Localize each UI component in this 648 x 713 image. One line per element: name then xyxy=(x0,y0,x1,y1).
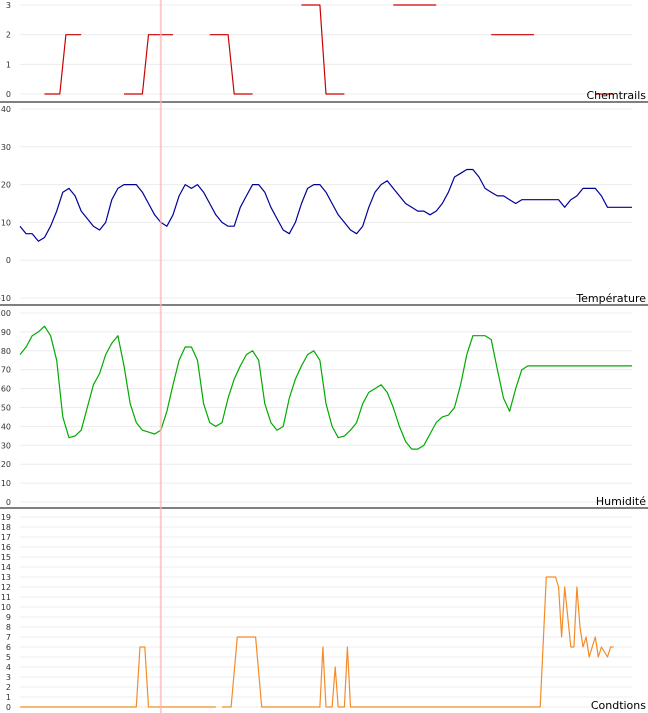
temperature-y-tick-label: 0 xyxy=(6,256,11,265)
temperature-y-ticks: -10 0 10 20 30 40 xyxy=(0,105,11,303)
conditions-series-line xyxy=(222,576,614,708)
chemtrails-series-line xyxy=(209,34,253,95)
temperature-y-tick-label: 10 xyxy=(1,218,11,227)
chemtrails-series xyxy=(44,4,614,95)
humidity-gridlines xyxy=(20,312,632,503)
chemtrails-y-ticks: 0 1 2 3 xyxy=(6,1,11,99)
humidity-y-ticks: 0 10 20 30 40 50 60 70 80 90 100 xyxy=(0,309,11,507)
temperature-gridlines xyxy=(20,108,632,299)
conditions-y-tick-label: 1 xyxy=(6,693,11,702)
temperature-y-tick-label: 40 xyxy=(1,105,11,114)
humidity-y-tick-label: 60 xyxy=(1,385,11,394)
humidity-y-tick-label: 40 xyxy=(1,422,11,431)
conditions-y-tick-label: 4 xyxy=(6,663,11,672)
temperature-series-line xyxy=(19,168,632,242)
conditions-y-tick-label: 13 xyxy=(1,573,11,582)
chemtrails-gridlines xyxy=(20,4,632,95)
humidity-y-tick-label: 90 xyxy=(1,328,11,337)
conditions-y-tick-label: 2 xyxy=(6,683,11,692)
chemtrails-y-tick-label: 3 xyxy=(6,1,11,10)
conditions-series xyxy=(20,576,614,708)
conditions-y-tick-label: 5 xyxy=(6,653,11,662)
conditions-series-line xyxy=(20,646,216,708)
temperature-title: Température xyxy=(575,292,646,305)
conditions-y-tick-label: 6 xyxy=(6,643,11,652)
conditions-y-tick-label: 16 xyxy=(1,543,11,552)
chemtrails-series-line xyxy=(301,4,345,95)
panel-temperature: -10 0 10 20 30 40 Température xyxy=(0,105,648,306)
chemtrails-title: Chemtrails xyxy=(586,89,646,102)
conditions-y-tick-label: 9 xyxy=(6,613,11,622)
chemtrails-series-line xyxy=(44,34,82,95)
conditions-y-tick-label: 0 xyxy=(6,703,11,712)
humidity-y-tick-label: 100 xyxy=(0,309,11,318)
conditions-y-tick-label: 14 xyxy=(1,563,11,572)
conditions-title: Condtions xyxy=(591,699,646,712)
chemtrails-y-tick-label: 2 xyxy=(6,31,11,40)
chemtrails-y-tick-label: 1 xyxy=(6,60,11,69)
humidity-y-tick-label: 70 xyxy=(1,366,11,375)
temperature-y-tick-label: -10 xyxy=(0,294,11,303)
panel-humidity: 0 10 20 30 40 50 60 70 80 90 100 Humidité xyxy=(0,309,648,509)
conditions-y-tick-label: 15 xyxy=(1,553,11,562)
temperature-series xyxy=(19,168,632,242)
humidity-y-tick-label: 80 xyxy=(1,347,11,356)
conditions-y-tick-label: 18 xyxy=(1,523,11,532)
humidity-y-tick-label: 30 xyxy=(1,441,11,450)
conditions-y-tick-label: 3 xyxy=(6,673,11,682)
humidity-title: Humidité xyxy=(596,495,646,508)
chemtrails-y-tick-label: 0 xyxy=(6,90,11,99)
temperature-y-tick-label: 20 xyxy=(1,181,11,190)
conditions-y-tick-label: 8 xyxy=(6,623,11,632)
temperature-y-tick-label: 30 xyxy=(1,143,11,152)
humidity-y-tick-label: 0 xyxy=(6,498,11,507)
humidity-series-line xyxy=(19,325,632,450)
humidity-y-tick-label: 10 xyxy=(1,479,11,488)
conditions-y-tick-label: 10 xyxy=(1,603,11,612)
humidity-series xyxy=(19,325,632,450)
humidity-y-tick-label: 20 xyxy=(1,460,11,469)
conditions-y-tick-label: 12 xyxy=(1,583,11,592)
conditions-y-tick-label: 17 xyxy=(1,533,11,542)
conditions-y-tick-label: 19 xyxy=(1,513,11,522)
conditions-y-tick-label: 11 xyxy=(1,593,11,602)
conditions-gridlines xyxy=(20,516,632,708)
panel-chemtrails: 0 1 2 3 Chemtrails xyxy=(0,1,648,103)
conditions-y-tick-label: 7 xyxy=(6,633,11,642)
humidity-y-tick-label: 50 xyxy=(1,404,11,413)
